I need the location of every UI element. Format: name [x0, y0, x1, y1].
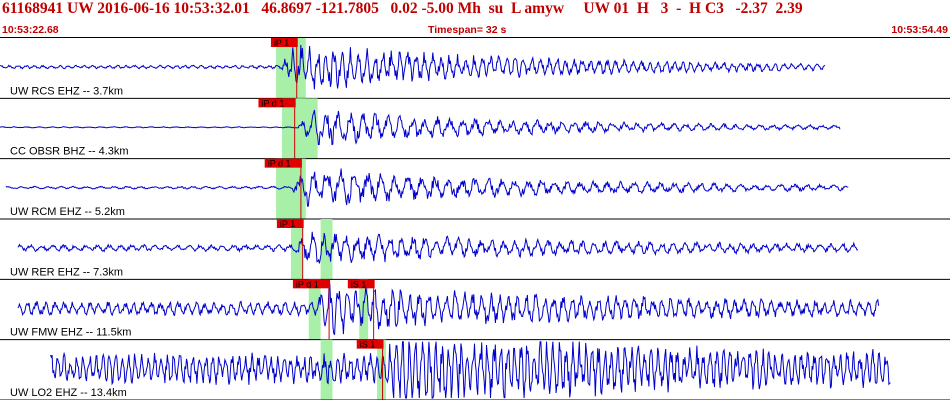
- phase-pick-box: [356, 339, 384, 349]
- phase-window-band: [296, 98, 318, 159]
- phase-pick-box: [264, 158, 302, 168]
- station-channel-label: UW LO2 EHZ -- 13.4km: [10, 387, 127, 399]
- end-time: 10:53:54.49: [891, 24, 948, 36]
- phase-pick-label: iS 1: [351, 279, 367, 289]
- waveform-trace: [17, 231, 859, 264]
- phase-window-band: [308, 279, 321, 340]
- waveform-trace: [5, 168, 849, 207]
- phase-pick-marker[interactable]: iP 1: [270, 38, 298, 99]
- station-channel-label: UW RER EHZ -- 7.3km: [10, 266, 123, 278]
- waveform-trace: [17, 283, 880, 336]
- phase-pick-label: iP 1: [280, 219, 295, 229]
- phase-pick-marker[interactable]: iP d 1: [258, 98, 296, 159]
- phase-pick-label: iS 1: [360, 340, 376, 350]
- station-channel-label: CC OBSR BHZ -- 4.3km: [10, 146, 129, 158]
- seismogram-panel[interactable]: iP 1 UW RCS EHZ -- 3.7km iP d 1 CC OBSR BHZ…: [0, 38, 950, 400]
- station-channel-label: UW RCM EHZ -- 5.2km: [10, 206, 125, 218]
- trace-row[interactable]: iP 1 UW RCS EHZ -- 3.7km: [0, 38, 950, 99]
- phase-pick-marker[interactable]: iS 1: [356, 339, 384, 400]
- phase-pick-label: iP d 1: [261, 98, 284, 108]
- trace-row[interactable]: iS 1 UW LO2 EHZ -- 13.4km: [0, 339, 950, 400]
- trace-row[interactable]: iP 1 UW RER EHZ -- 7.3km: [0, 219, 950, 280]
- start-time: 10:53:22.68: [2, 24, 59, 36]
- phase-pick-marker[interactable]: iS 1: [347, 279, 375, 340]
- phase-pick-box: [292, 279, 331, 289]
- phase-pick-box: [347, 279, 375, 289]
- seismogram-canvas[interactable]: iP 1 UW RCS EHZ -- 3.7km iP d 1 CC OBSR BHZ…: [0, 38, 950, 400]
- phase-pick-marker[interactable]: iP d 1: [292, 279, 331, 340]
- phase-pick-label: iP 1: [274, 38, 289, 48]
- trace-row[interactable]: iP d 1 iS 1 UW FMW EHZ -- 11.5km: [0, 279, 950, 341]
- waveform-trace: [0, 44, 826, 90]
- phase-pick-box: [276, 219, 304, 228]
- waveform-trace: [0, 109, 841, 146]
- event-header: 61168941 UW 2016-06-16 10:53:32.01 46.86…: [0, 0, 950, 38]
- phase-pick-label: iP d 1: [268, 159, 291, 169]
- header-divider: [0, 37, 950, 38]
- phase-pick-label: iP d 1: [296, 279, 319, 289]
- phase-pick-box: [258, 98, 296, 108]
- station-channel-label: UW RCS EHZ -- 3.7km: [10, 85, 123, 97]
- trace-row[interactable]: iP d 1 UW RCM EHZ -- 5.2km: [0, 158, 950, 220]
- phase-window-band: [290, 219, 303, 280]
- phase-pick-marker[interactable]: iP d 1: [264, 158, 302, 219]
- phase-pick-box: [270, 38, 298, 47]
- timespan-readout: Timespan= 32 s: [428, 24, 507, 36]
- station-channel-label: UW FMW EHZ -- 11.5km: [10, 327, 131, 339]
- phase-window-band: [359, 279, 369, 340]
- waveform-trace: [50, 341, 891, 399]
- phase-pick-marker[interactable]: iP 1: [276, 219, 304, 280]
- event-summary-line: 61168941 UW 2016-06-16 10:53:32.01 46.86…: [2, 0, 803, 17]
- trace-row[interactable]: iP d 1 CC OBSR BHZ -- 4.3km: [0, 98, 950, 160]
